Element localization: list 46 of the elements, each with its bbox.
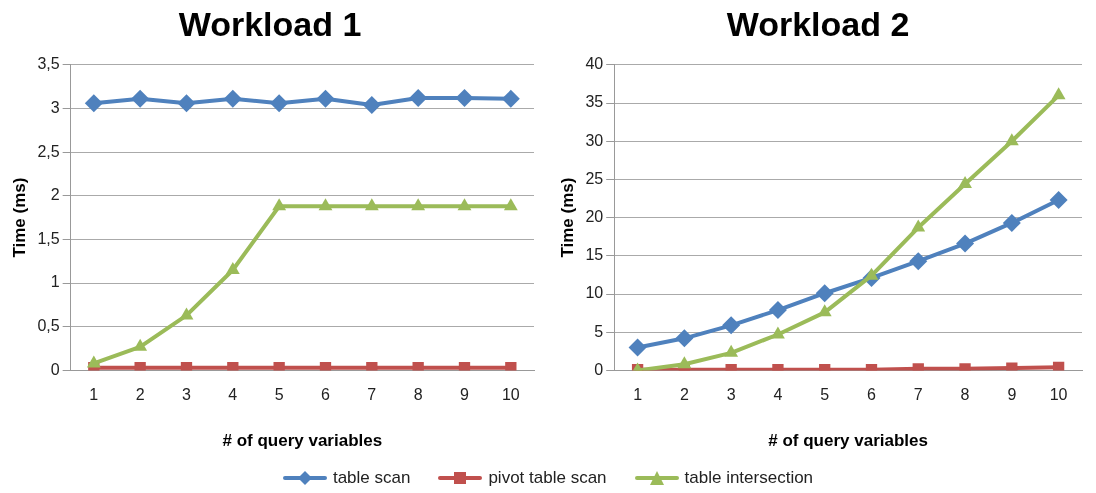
y-tick-label: 30 <box>585 131 604 149</box>
y-tick-label: 3,5 <box>37 55 60 73</box>
y-tick-label: 0,5 <box>37 317 60 335</box>
y-tick-label: 2 <box>50 186 60 204</box>
x-tick-label: 5 <box>274 386 284 404</box>
y-tick-label: 10 <box>585 284 604 302</box>
y-axis-title: Time (ms) <box>557 177 577 258</box>
y-tick-label: 35 <box>585 93 604 111</box>
x-tick-label: 4 <box>228 386 238 404</box>
chart-title: Workload 1 <box>178 4 362 43</box>
y-tick-label: 15 <box>585 246 604 264</box>
x-tick-label: 2 <box>679 386 689 404</box>
x-tick-label: 5 <box>820 386 830 404</box>
y-tick-label: 40 <box>585 55 604 73</box>
x-axis-title: # of query variables <box>768 431 928 451</box>
x-tick-label: 8 <box>413 386 423 404</box>
x-axis-title: # of query variables <box>222 431 383 451</box>
y-tick-label: 5 <box>594 322 604 340</box>
x-tick-label: 1 <box>633 386 643 404</box>
y-tick-label: 1,5 <box>37 229 60 247</box>
y-axis-title: Time (ms) <box>9 177 29 258</box>
chart-title: Workload 2 <box>726 4 910 43</box>
y-tick-label: 0 <box>594 360 604 378</box>
x-tick-label: 8 <box>960 386 970 404</box>
x-tick-label: 6 <box>867 386 877 404</box>
y-tick-label: 1 <box>50 273 60 291</box>
x-tick-label: 9 <box>1007 386 1017 404</box>
y-tick-label: 2,5 <box>37 142 60 160</box>
y-tick-label: 25 <box>585 169 604 187</box>
legend-label: table scan <box>332 468 411 488</box>
legend-label: pivot table scan <box>488 468 607 488</box>
y-tick-label: 20 <box>585 208 604 226</box>
x-tick-label: 4 <box>773 386 783 404</box>
x-tick-label: 10 <box>1049 386 1068 404</box>
y-tick-label: 0 <box>50 360 60 378</box>
y-tick-label: 3 <box>50 98 60 116</box>
x-tick-label: 2 <box>135 386 145 404</box>
x-tick-label: 3 <box>726 386 736 404</box>
x-tick-label: 3 <box>182 386 192 404</box>
x-tick-label: 6 <box>321 386 331 404</box>
x-tick-label: 1 <box>89 386 99 404</box>
legend-label: table intersection <box>684 468 814 488</box>
x-tick-label: 10 <box>501 386 520 404</box>
x-tick-label: 9 <box>460 386 470 404</box>
x-tick-label: 7 <box>367 386 377 404</box>
x-tick-label: 7 <box>913 386 923 404</box>
